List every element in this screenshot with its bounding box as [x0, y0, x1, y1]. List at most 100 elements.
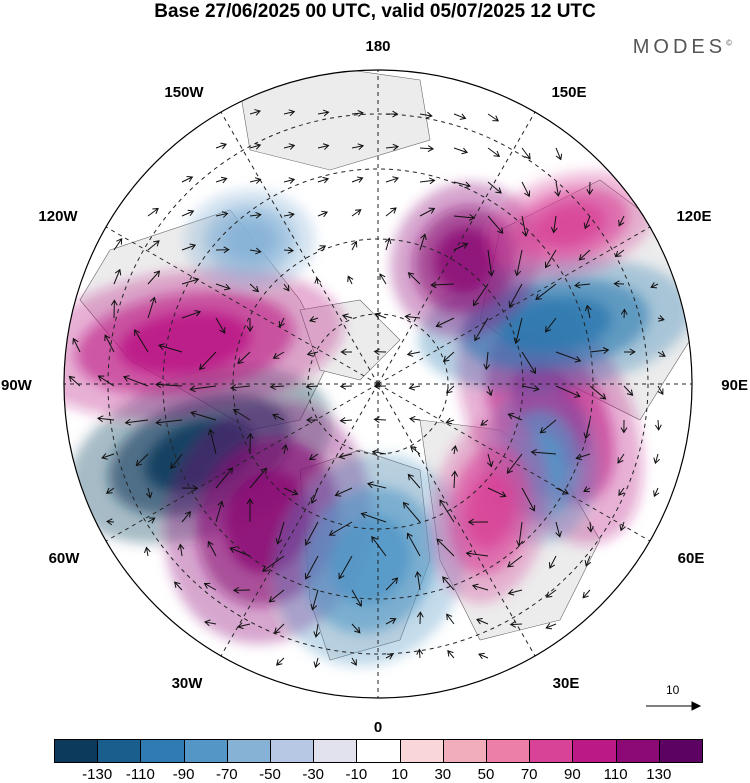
wind-vector-arrow [453, 242, 469, 251]
wind-vector-arrow [104, 334, 115, 353]
wind-vector-arrow [474, 317, 489, 342]
meridian-line [377, 383, 539, 662]
wind-vector-arrow [246, 317, 254, 333]
wind-vector-arrow [419, 233, 427, 251]
wind-vector-arrow [268, 589, 285, 603]
lon-label-90w: 90W [1, 377, 33, 394]
wind-vector-arrow [278, 317, 285, 328]
wind-vector-arrow [283, 211, 295, 219]
wind-vector-arrow [340, 348, 353, 356]
wind-vector-arrow [487, 215, 504, 234]
colorbar-swatch [356, 739, 401, 763]
wind-vector-arrow [317, 109, 330, 117]
wind-vector-arrow [618, 487, 625, 497]
wind-vector-arrow [283, 109, 296, 117]
wind-vector-arrow [249, 109, 261, 116]
wind-vector-field [68, 109, 666, 669]
wind-vector-arrow [584, 304, 592, 319]
wind-vector-arrow [110, 299, 118, 319]
colorbar-swatch [54, 739, 99, 763]
wind-vector-arrow [373, 348, 387, 356]
wind-vector-arrow [249, 143, 262, 150]
wind-vector-arrow [435, 317, 455, 328]
wind-vector-arrow [72, 337, 81, 353]
colorbar-swatch [399, 739, 444, 763]
meridian-line [217, 383, 379, 662]
wind-vector-arrow [480, 419, 489, 426]
wind-vector-arrow [487, 113, 500, 122]
wind-vector-arrow [283, 177, 296, 184]
wind-vector-arrow [308, 315, 319, 323]
copyright-mark: © [726, 38, 732, 48]
wind-vector-arrow [487, 147, 501, 157]
wind-vector-arrow [516, 521, 523, 547]
wind-vector-arrow [237, 351, 251, 365]
wind-vector-arrow [317, 176, 330, 184]
wind-vector-arrow [351, 589, 362, 607]
wind-vector-arrow [419, 145, 435, 152]
wind-vector-arrow [619, 521, 626, 532]
wind-vector-arrow [189, 385, 217, 393]
wind-vector-arrow [574, 281, 591, 289]
wind-vector-arrow [308, 453, 319, 461]
anomaly-contour [119, 311, 251, 375]
wind-vector-arrow [409, 415, 421, 423]
wind-vector-arrow [486, 385, 493, 397]
anomaly-contour [498, 297, 612, 353]
colorbar-swatch [442, 739, 487, 763]
wind-vector-arrow [351, 176, 364, 183]
wind-vector-arrow [471, 583, 489, 591]
wind-vector-arrow [451, 445, 458, 455]
wind-vector-arrow [408, 383, 421, 391]
wind-vector-arrow [306, 416, 319, 424]
anomaly-contour [434, 227, 496, 293]
wind-vector-arrow [317, 210, 329, 218]
colorbar-swatch [226, 739, 271, 763]
wind-vector-arrow [147, 517, 156, 524]
wind-vector-arrow [101, 453, 115, 460]
wind-vector-arrow [262, 555, 285, 572]
colorbar-swatch [486, 739, 531, 763]
wind-vector-arrow [97, 415, 115, 423]
wind-vector-arrow [341, 313, 353, 320]
wind-vector-arrow [555, 351, 582, 363]
wind-vector-arrow [360, 511, 387, 523]
wind-vector-arrow [204, 619, 217, 627]
wind-vector-arrow [623, 385, 634, 396]
wind-vector-arrow [453, 147, 469, 155]
wind-vector-arrow [272, 351, 285, 359]
wind-vector-arrow [338, 452, 353, 460]
colorbar-swatch [97, 739, 142, 763]
wind-vector-arrow [283, 143, 296, 150]
wind-vector-arrow [229, 546, 251, 557]
wind-vector-arrow [613, 280, 625, 288]
lon-label-0: 0 [374, 719, 382, 735]
anomaly-contour [534, 202, 606, 248]
colorbar-tick-label: -70 [215, 766, 238, 783]
wind-vector-arrow [347, 275, 354, 285]
wind-vector-arrow [575, 453, 591, 461]
lon-label-120w: 120W [38, 208, 78, 225]
wind-vector-arrow [351, 143, 365, 151]
wind-vector-arrow [158, 343, 183, 353]
map-border [63, 69, 693, 699]
wind-vector-arrow [436, 538, 455, 557]
wind-vector-arrow [232, 408, 251, 421]
wind-vector-arrow [122, 375, 149, 387]
wind-vector-arrow [555, 385, 581, 398]
wind-vector-arrow [442, 576, 455, 591]
wind-vector-arrow [586, 181, 594, 196]
wind-vector-arrow [548, 555, 557, 569]
wind-vector-arrow [509, 620, 523, 628]
lon-label-30e: 30E [553, 675, 580, 692]
wind-vector-arrow [334, 487, 353, 497]
colorbar-tick-label: -130 [82, 766, 113, 783]
wind-vector-arrow [472, 283, 489, 307]
wind-vector-arrow [215, 211, 229, 218]
wind-vector-arrow [147, 207, 159, 217]
wind-vector-arrow [371, 535, 387, 557]
wind-vector-arrow [419, 207, 436, 217]
wind-vector-arrow [232, 586, 251, 594]
wind-vector-arrow [305, 383, 319, 390]
wind-vector-arrow [453, 113, 467, 120]
